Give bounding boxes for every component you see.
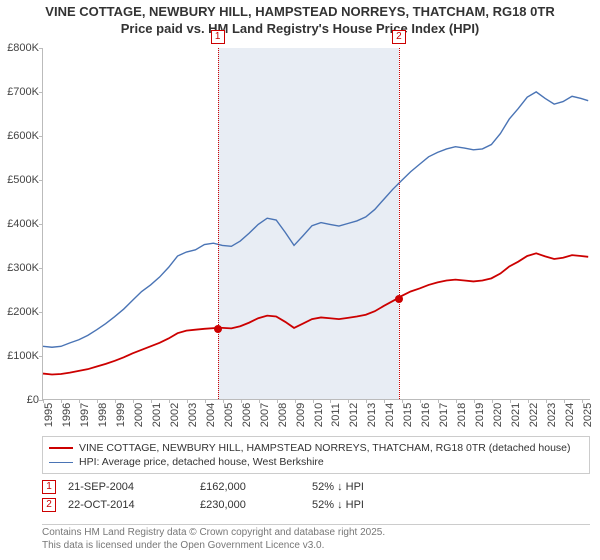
x-axis-label: 2007 bbox=[259, 403, 271, 427]
y-axis-label: £300K bbox=[1, 262, 39, 274]
y-tick bbox=[39, 48, 43, 49]
x-axis-label: 2004 bbox=[205, 403, 217, 427]
x-axis-label: 2016 bbox=[420, 403, 432, 427]
plot-area: £0£100K£200K£300K£400K£500K£600K£700K£80… bbox=[42, 48, 590, 400]
sale-price: £230,000 bbox=[200, 499, 300, 511]
series-hpi bbox=[43, 92, 588, 347]
sale-marker-label: 2 bbox=[392, 30, 406, 44]
y-tick bbox=[39, 268, 43, 269]
x-axis-label: 2022 bbox=[528, 403, 540, 427]
sale-record-marker: 2 bbox=[42, 498, 56, 512]
x-axis-label: 2024 bbox=[564, 403, 576, 427]
x-axis-label: 2025 bbox=[582, 403, 594, 427]
x-axis-label: 2019 bbox=[474, 403, 486, 427]
x-axis-label: 2021 bbox=[510, 403, 522, 427]
y-axis-label: £400K bbox=[1, 218, 39, 230]
x-axis-label: 2001 bbox=[151, 403, 163, 427]
sale-point-marker bbox=[214, 325, 222, 333]
x-axis-label: 1995 bbox=[43, 403, 55, 427]
sale-marker-line bbox=[218, 48, 219, 399]
sale-record-marker: 1 bbox=[42, 480, 56, 494]
chart-title: VINE COTTAGE, NEWBURY HILL, HAMPSTEAD NO… bbox=[0, 0, 600, 38]
x-axis-label: 1997 bbox=[79, 403, 91, 427]
y-tick bbox=[39, 356, 43, 357]
x-axis-label: 2023 bbox=[546, 403, 558, 427]
x-axis-label: 2003 bbox=[187, 403, 199, 427]
legend: VINE COTTAGE, NEWBURY HILL, HAMPSTEAD NO… bbox=[42, 436, 590, 474]
line-series-svg bbox=[43, 48, 590, 399]
x-axis-label: 2015 bbox=[402, 403, 414, 427]
x-axis-label: 2018 bbox=[456, 403, 468, 427]
y-tick bbox=[39, 180, 43, 181]
y-tick bbox=[39, 312, 43, 313]
sale-price: £162,000 bbox=[200, 481, 300, 493]
x-axis-label: 2010 bbox=[313, 403, 325, 427]
x-axis-label: 2002 bbox=[169, 403, 181, 427]
sale-record-row: 2 22-OCT-2014 £230,000 52% ↓ HPI bbox=[42, 496, 590, 514]
footer-line2: This data is licensed under the Open Gov… bbox=[42, 540, 590, 553]
x-axis-label: 2017 bbox=[438, 403, 450, 427]
legend-swatch bbox=[49, 447, 73, 449]
legend-swatch bbox=[49, 462, 73, 463]
x-axis-label: 2008 bbox=[277, 403, 289, 427]
legend-item: HPI: Average price, detached house, West… bbox=[49, 455, 583, 469]
x-axis-label: 2013 bbox=[366, 403, 378, 427]
sale-hpi-delta: 52% ↓ HPI bbox=[312, 499, 590, 511]
sale-marker-line bbox=[399, 48, 400, 399]
footer: Contains HM Land Registry data © Crown c… bbox=[42, 524, 590, 552]
x-axis-label: 1996 bbox=[61, 403, 73, 427]
x-axis-label: 2011 bbox=[330, 403, 342, 427]
sale-point-marker bbox=[395, 295, 403, 303]
legend-label: HPI: Average price, detached house, West… bbox=[79, 456, 324, 468]
series-price-paid bbox=[43, 253, 588, 374]
y-tick bbox=[39, 92, 43, 93]
x-axis-label: 2020 bbox=[492, 403, 504, 427]
x-axis-label: 2006 bbox=[241, 403, 253, 427]
x-axis-label: 2012 bbox=[348, 403, 360, 427]
y-axis-label: £200K bbox=[1, 306, 39, 318]
y-axis-label: £0 bbox=[1, 394, 39, 406]
chart-container: VINE COTTAGE, NEWBURY HILL, HAMPSTEAD NO… bbox=[0, 0, 600, 560]
sale-record-row: 1 21-SEP-2004 £162,000 52% ↓ HPI bbox=[42, 478, 590, 496]
y-axis-label: £700K bbox=[1, 86, 39, 98]
y-axis-label: £500K bbox=[1, 174, 39, 186]
x-axis-label: 1998 bbox=[97, 403, 109, 427]
sales-table: 1 21-SEP-2004 £162,000 52% ↓ HPI 2 22-OCT-201… bbox=[42, 478, 590, 514]
y-axis-label: £600K bbox=[1, 130, 39, 142]
y-axis-label: £100K bbox=[1, 350, 39, 362]
sale-date: 21-SEP-2004 bbox=[68, 481, 188, 493]
legend-label: VINE COTTAGE, NEWBURY HILL, HAMPSTEAD NO… bbox=[79, 442, 571, 454]
sale-hpi-delta: 52% ↓ HPI bbox=[312, 481, 590, 493]
y-axis-label: £800K bbox=[1, 42, 39, 54]
title-line1: VINE COTTAGE, NEWBURY HILL, HAMPSTEAD NO… bbox=[45, 4, 554, 19]
x-axis-label: 1999 bbox=[115, 403, 127, 427]
sale-date: 22-OCT-2014 bbox=[68, 499, 188, 511]
title-line2: Price paid vs. HM Land Registry's House … bbox=[121, 21, 480, 36]
x-axis-label: 2005 bbox=[223, 403, 235, 427]
footer-line1: Contains HM Land Registry data © Crown c… bbox=[42, 527, 590, 540]
x-axis-label: 2000 bbox=[133, 403, 145, 427]
y-tick bbox=[39, 224, 43, 225]
x-axis-label: 2014 bbox=[384, 403, 396, 427]
y-tick bbox=[39, 136, 43, 137]
sale-marker-label: 1 bbox=[211, 30, 225, 44]
x-axis-label: 2009 bbox=[295, 403, 307, 427]
legend-item: VINE COTTAGE, NEWBURY HILL, HAMPSTEAD NO… bbox=[49, 441, 583, 455]
